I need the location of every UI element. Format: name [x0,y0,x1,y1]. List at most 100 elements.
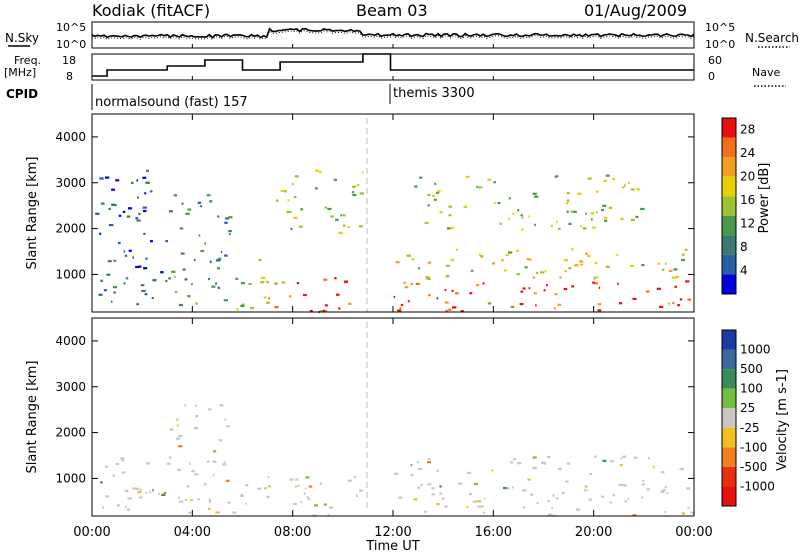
data-cell [588,498,592,501]
data-cell [104,176,110,179]
data-cell [184,498,188,501]
data-cell [217,286,220,289]
data-cell [228,216,233,219]
data-cell [138,212,141,216]
data-cell [258,258,262,262]
data-cell [344,280,349,283]
y-tick-label: 3000 [55,176,86,190]
data-cell [633,456,638,459]
data-cell [98,293,103,296]
colorbar-swatch [722,466,736,487]
data-cell [185,212,190,215]
data-cell [582,227,587,230]
data-cell [577,192,582,195]
data-cell [300,208,304,211]
data-cell [652,466,655,469]
data-cell [180,252,185,255]
data-cell [213,450,217,453]
data-cell [566,462,571,465]
data-cell [215,511,220,514]
data-cell [320,310,323,313]
data-cell [327,207,332,211]
data-cell [222,463,227,466]
data-cell [227,501,231,504]
data-cell [232,511,237,514]
data-cell [657,262,661,265]
data-cell [228,230,232,233]
data-cell [446,227,451,230]
data-cell [505,253,509,256]
data-cell [542,462,547,465]
data-cell [571,248,574,251]
data-cell [552,494,555,497]
colorbar-swatch [722,196,736,216]
data-cell [436,503,440,506]
data-cell [395,261,400,264]
data-cell [397,309,402,312]
data-cell [347,479,353,482]
y-tick-label: 3000 [55,380,86,394]
data-cell [125,277,129,280]
data-cell [294,175,299,178]
data-cell [432,194,435,197]
data-cell [439,211,443,214]
data-cell [411,258,415,261]
cpid-strip: CPID normalsound (fast) 157 themis 3300 [6,84,475,110]
colorbar-swatch [722,235,736,255]
data-cell [398,496,403,499]
frequency-trace [92,53,694,77]
data-cell [450,226,455,229]
data-cell [217,215,220,218]
data-cell [333,178,337,181]
data-cell [407,300,410,303]
data-cell [209,500,211,504]
data-cell [684,248,688,251]
data-cell [659,305,664,308]
data-cell [186,485,190,488]
beam-label: Beam 03 [356,1,428,20]
noise-right-tick-low: 10^0 [705,38,735,51]
data-cell [136,179,138,182]
colorbar-tick-label: 500 [740,362,763,376]
data-cell [177,468,181,471]
data-cell [563,259,569,262]
data-cell [300,500,303,504]
data-cell [535,304,537,307]
data-cell [646,488,650,491]
data-cell [681,253,685,256]
data-cell [543,289,546,292]
data-cell [570,210,574,213]
data-cell [178,500,184,503]
data-cell [240,304,245,308]
data-cell [189,462,191,465]
data-cell [224,221,228,224]
data-cell [399,307,402,310]
data-cell [200,205,203,208]
y-tick-label: 2000 [55,222,86,236]
noise-strip: N.Sky 10^5 10^0 10^5 10^0 N.Search [5,21,799,51]
data-cell [315,169,319,172]
colorbar-swatch [722,486,736,506]
data-cell [536,271,539,274]
y-tick-label: 1000 [55,267,86,281]
data-cell [416,461,419,464]
data-cell [108,224,114,227]
data-cell [630,188,635,191]
data-cell [616,253,619,257]
data-cell [116,504,121,507]
data-cell [594,282,598,285]
data-cell [276,199,279,202]
data-cell [526,258,530,261]
data-cell [142,209,147,213]
freq-tick-low: 8 [66,70,73,83]
data-cell [609,501,612,504]
data-cell [666,492,669,495]
data-cell [589,472,592,475]
y-tick-label: 2000 [55,426,86,440]
search-noise-trace [91,29,695,41]
data-cell [642,479,645,483]
cpid-program-themis: themis 3300 [393,86,475,101]
data-cell [111,188,116,191]
data-cell [685,280,690,283]
data-cell [584,485,588,488]
